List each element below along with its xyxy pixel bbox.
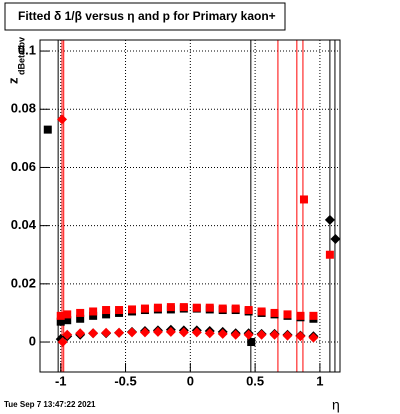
- diamond-marker: [75, 328, 86, 339]
- y-tick-label: 0: [29, 333, 36, 348]
- diamond-marker: [178, 327, 189, 338]
- diamond-marker: [230, 329, 241, 340]
- diamond-marker: [57, 337, 68, 348]
- diamond-marker: [324, 214, 335, 225]
- square-marker: [205, 303, 214, 312]
- diamond-marker: [295, 331, 306, 342]
- square-marker: [231, 304, 240, 313]
- diamond-marker: [57, 114, 68, 125]
- square-marker: [153, 303, 162, 312]
- diamond-marker: [88, 328, 99, 339]
- diamond-marker: [243, 329, 254, 340]
- square-marker: [102, 310, 111, 319]
- square-marker: [115, 306, 124, 315]
- square-marker: [63, 310, 72, 319]
- square-marker: [325, 250, 334, 259]
- square-marker: [299, 195, 308, 204]
- square-marker: [166, 303, 175, 312]
- square-marker: [257, 307, 266, 316]
- square-marker: [89, 311, 98, 320]
- diamond-marker: [139, 327, 150, 338]
- y-tick-label: 0.1: [18, 42, 36, 57]
- chart-title: Fitted δ 1/β versus η and p for Primary …: [18, 9, 276, 23]
- x-tick-label: 0: [187, 373, 194, 388]
- square-marker: [56, 317, 65, 326]
- diamond-marker: [308, 332, 319, 343]
- square-marker: [102, 306, 111, 315]
- square-marker: [43, 125, 52, 134]
- diamond-marker: [256, 329, 267, 340]
- diamond-marker: [165, 326, 176, 337]
- square-marker: [296, 311, 305, 320]
- y-axis-label: z: [5, 77, 20, 84]
- square-marker: [76, 308, 85, 317]
- y-axis-label-sub: dBeta/bv: [16, 37, 26, 75]
- x-axis-label: η: [332, 397, 340, 413]
- square-marker: [309, 311, 318, 320]
- diamond-marker: [114, 327, 125, 338]
- y-tick-label: 0.02: [11, 275, 36, 290]
- diamond-marker: [282, 330, 293, 341]
- square-marker: [89, 307, 98, 316]
- square-marker: [56, 311, 65, 320]
- square-marker: [244, 306, 253, 315]
- diamond-marker: [330, 234, 341, 245]
- y-axis-title: z dBeta/bv: [5, 37, 26, 84]
- square-marker: [179, 303, 188, 312]
- square-marker: [283, 310, 292, 319]
- title-box: [4, 2, 286, 31]
- square-marker: [140, 304, 149, 313]
- y-tick-label: 0.04: [11, 217, 37, 232]
- square-marker: [128, 305, 137, 314]
- x-tick-label: 0.5: [246, 373, 264, 388]
- x-tick-label: -1: [55, 373, 67, 388]
- diamond-marker: [204, 328, 215, 339]
- square-marker: [247, 338, 256, 347]
- y-tick-label: 0.08: [11, 101, 36, 116]
- plot-frame: [39, 39, 341, 373]
- square-marker: [270, 308, 279, 317]
- footer: Tue Sep 7 13:47:22 2021: [4, 400, 96, 409]
- diamond-marker: [191, 327, 202, 338]
- diamond-marker: [217, 328, 228, 339]
- x-tick-label: -0.5: [114, 373, 136, 388]
- diamond-marker: [269, 329, 280, 340]
- square-marker: [192, 303, 201, 312]
- diamond-marker: [152, 326, 163, 337]
- square-marker: [218, 304, 227, 313]
- x-tick-label: 1: [316, 373, 323, 388]
- square-marker: [63, 316, 72, 325]
- square-marker: [76, 314, 85, 323]
- diamond-marker: [127, 327, 138, 338]
- diamond-marker: [101, 327, 112, 338]
- diamond-marker: [62, 329, 73, 340]
- y-tick-label: 0.06: [11, 159, 36, 174]
